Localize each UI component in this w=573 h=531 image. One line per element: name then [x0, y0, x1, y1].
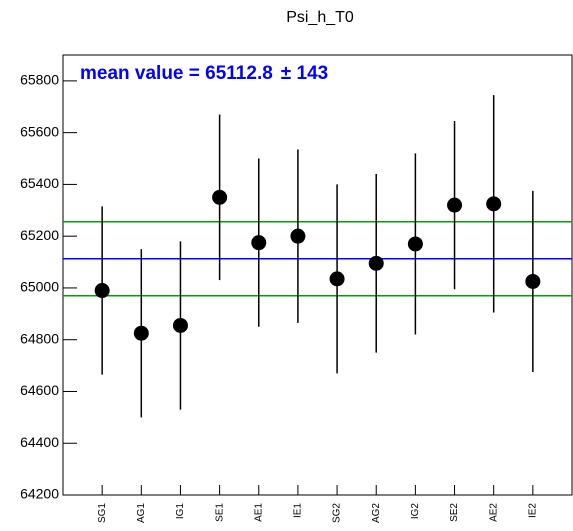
x-tick-label: IG1	[175, 503, 186, 520]
x-tick-label: SE2	[449, 503, 460, 522]
chart-title: Psi_h_T0	[286, 9, 354, 26]
annotation-error: ± 143	[281, 63, 328, 84]
data-point	[212, 189, 228, 205]
data-point	[133, 325, 149, 341]
x-tick-label: AE1	[253, 503, 264, 522]
x-tick-label: AG2	[371, 503, 382, 523]
data-point	[368, 255, 384, 271]
y-tick-label: 65400	[20, 175, 59, 191]
y-tick-label: 64600	[20, 382, 59, 398]
y-tick-label: 65200	[20, 227, 59, 243]
x-tick-label: IE2	[527, 503, 538, 518]
x-tick-label: IG2	[410, 503, 421, 520]
annotation: mean value = 65112.8 ± 143	[80, 63, 328, 84]
data-point	[329, 271, 345, 287]
data-point	[94, 283, 110, 299]
data-point	[172, 317, 188, 333]
y-tick-label: 65600	[20, 123, 59, 139]
y-tick-label: 64200	[20, 486, 59, 502]
y-tick-label: 64400	[20, 434, 59, 450]
x-tick-label: SE1	[214, 503, 225, 522]
data-point	[251, 235, 267, 251]
y-tick-label: 65000	[20, 279, 59, 295]
x-tick-label: SG2	[332, 503, 343, 523]
data-point	[290, 228, 306, 244]
x-tick-label: IE1	[293, 503, 304, 518]
data-point	[447, 197, 463, 213]
x-tick-label: AG1	[136, 503, 147, 523]
frame	[62, 54, 573, 496]
data-point	[525, 273, 541, 289]
annotation-text: mean value = 65112.8	[80, 63, 273, 84]
data-point	[486, 196, 502, 212]
y-tick-label: 65800	[20, 72, 59, 88]
x-tick-label: AE2	[488, 503, 499, 522]
y-tick-label: 64800	[20, 330, 59, 346]
x-tick-label: SG1	[97, 503, 108, 523]
data-point	[407, 236, 423, 252]
